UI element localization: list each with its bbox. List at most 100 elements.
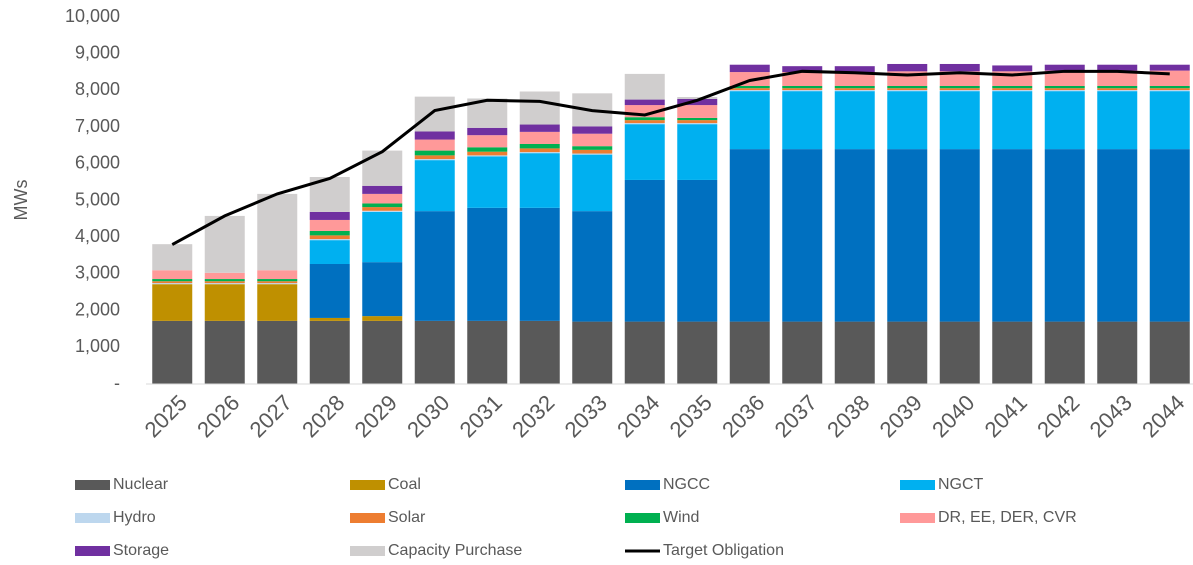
bar-segment: [467, 320, 508, 384]
bar-segment: [257, 281, 298, 284]
y-axis-label: MWs: [11, 180, 31, 221]
bar-segment: [939, 91, 980, 150]
bar-segment: [204, 284, 245, 321]
bar-segment: [782, 66, 823, 73]
x-tick-label: 2037: [770, 390, 822, 442]
bar-segment: [624, 124, 665, 180]
y-tick-label: 8,000: [75, 79, 120, 99]
bar-segment: [677, 179, 718, 322]
bar-segment: [519, 148, 560, 153]
x-tick-label: 2035: [665, 390, 717, 442]
bar-segment: [572, 126, 613, 134]
bar-segment: [992, 149, 1033, 322]
bar-segment: [362, 320, 403, 384]
bar-segment: [624, 117, 665, 121]
bar-segment: [624, 120, 665, 124]
y-tick-label: -: [114, 373, 120, 393]
bar-segment: [1149, 91, 1190, 150]
bar-segment: [624, 123, 665, 125]
bar-segment: [152, 281, 193, 284]
bar-segment: [1097, 90, 1138, 92]
x-tick-label: 2036: [717, 390, 769, 442]
bar-segment: [939, 88, 980, 91]
bar-segment: [309, 235, 350, 240]
bar-segment: [624, 99, 665, 106]
bar-segment: [939, 63, 980, 72]
bar-segment: [257, 320, 298, 384]
x-tick-label: 2044: [1137, 390, 1189, 442]
bar-segment: [1149, 90, 1190, 92]
bar-segment: [729, 149, 770, 322]
x-tick-label: 2043: [1085, 390, 1137, 442]
x-tick-label: 2030: [402, 390, 454, 442]
bar-segment: [257, 279, 298, 282]
legend-label: NGCC: [663, 476, 710, 493]
bar-segment: [782, 88, 823, 91]
bar-segment: [834, 66, 875, 73]
bar-segment: [414, 150, 455, 156]
bar-segment: [257, 270, 298, 280]
bar-segment: [677, 105, 718, 118]
bar-segment: [729, 88, 770, 91]
bar-segment: [362, 203, 403, 208]
bar-segment: [887, 63, 928, 72]
bar-segment: [362, 210, 403, 212]
bar-segment: [887, 90, 928, 92]
bar-segment: [467, 207, 508, 321]
bar-segment: [467, 135, 508, 148]
legend-label: Nuclear: [113, 476, 169, 493]
bar-segment: [204, 281, 245, 284]
bar-segment: [624, 179, 665, 322]
x-tick-label: 2039: [875, 390, 927, 442]
x-tick-label: 2042: [1032, 390, 1084, 442]
bar-segment: [834, 72, 875, 86]
bar-segment: [467, 156, 508, 208]
bar-segment: [992, 321, 1033, 384]
x-tick-label: 2027: [245, 390, 297, 442]
bar-segment: [834, 149, 875, 322]
bar-segment: [939, 90, 980, 92]
bar-segment: [519, 131, 560, 144]
legend-label: NGCT: [938, 476, 984, 493]
bar-segment: [152, 320, 193, 384]
legend-label: Solar: [388, 509, 426, 526]
bar-segment: [1149, 64, 1190, 71]
bar-segment: [309, 317, 350, 321]
bar-segment: [152, 270, 193, 280]
bar-segment: [152, 244, 193, 271]
legend-label: Target Obligation: [663, 542, 784, 559]
bar-segment: [939, 321, 980, 384]
legend-label: Capacity Purchase: [388, 542, 522, 559]
bar-segment: [939, 149, 980, 322]
bar-segment: [362, 316, 403, 321]
bar-segment: [1097, 64, 1138, 71]
bar-segment: [204, 215, 245, 273]
bar-segment: [834, 88, 875, 91]
bar-segment: [624, 321, 665, 384]
bar-segment: [1044, 90, 1085, 92]
bar-segment: [1044, 149, 1085, 322]
bar-segment: [309, 239, 350, 241]
bar-segment: [152, 283, 193, 285]
bar-segment: [1044, 91, 1085, 150]
legend-label: Coal: [388, 476, 421, 493]
y-tick-label: 4,000: [75, 226, 120, 246]
x-tick-label: 2026: [192, 390, 244, 442]
legend-swatch: [350, 546, 385, 556]
bar-segment: [362, 150, 403, 186]
bar-segment: [414, 160, 455, 212]
bar-segment: [1044, 85, 1085, 89]
bar-segment: [204, 320, 245, 384]
bar-segment: [1097, 321, 1138, 384]
legend-swatch: [75, 480, 110, 490]
legend-swatch: [75, 513, 110, 523]
legend-label: DR, EE, DER, CVR: [938, 509, 1077, 526]
bar-segment: [414, 131, 455, 140]
bar-segment: [834, 91, 875, 150]
bar-segment: [152, 284, 193, 321]
legend-swatch: [625, 480, 660, 490]
bar-segment: [887, 85, 928, 89]
bar-segment: [887, 321, 928, 384]
bar-segment: [782, 91, 823, 150]
bar-segment: [309, 320, 350, 384]
